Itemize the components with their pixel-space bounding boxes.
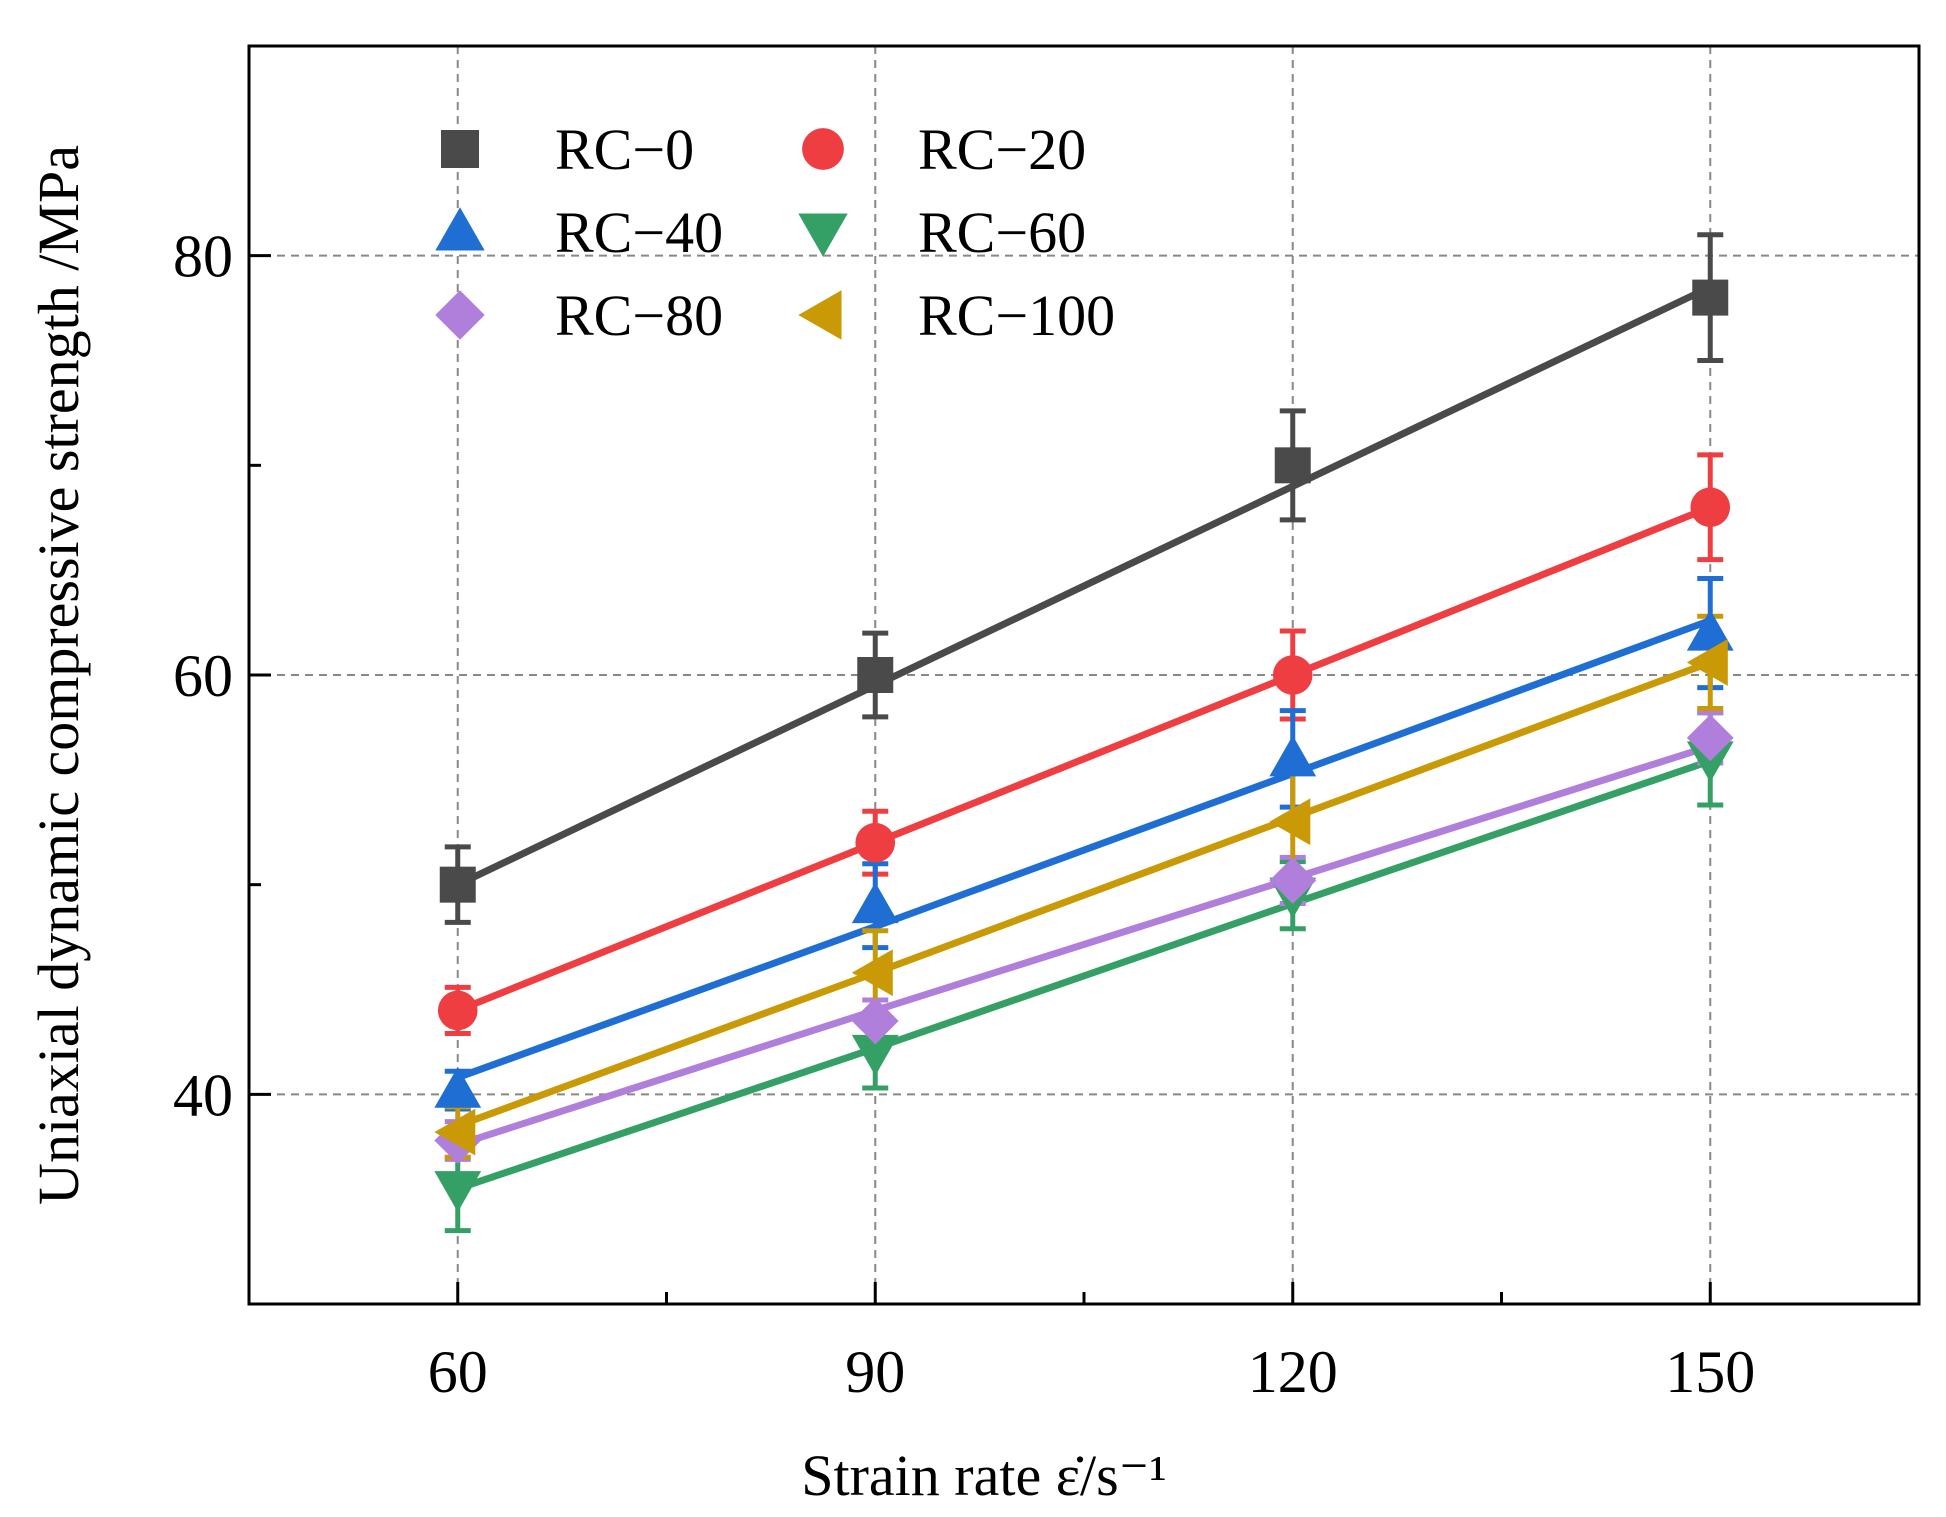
legend-label-rc-80: RC−80 [555, 283, 723, 348]
axis-ticks: 60 90 120 150 40 60 80 [173, 224, 1755, 1405]
data-point-rc-40 [851, 882, 899, 924]
data-point-rc-80 [1269, 857, 1317, 904]
y-axis-title: Uniaxial dynamic compressive strength /M… [26, 145, 91, 1205]
legend-marker-rc-0 [441, 130, 479, 168]
legend-label-rc-60: RC−60 [918, 200, 1086, 265]
legend-marker-rc-80 [435, 290, 485, 340]
legend: RC−0 RC−20 RC−40 RC−60 RC−80 RC−100 [435, 117, 1115, 348]
data-point-rc-80 [851, 997, 899, 1045]
data-point-rc-0 [439, 866, 476, 903]
data-point-rc-40 [1269, 735, 1317, 777]
data-point-rc-40 [434, 1066, 482, 1108]
data-point-rc-60 [851, 1034, 899, 1076]
fit-line-rc-60 [456, 757, 1712, 1193]
x-tick-label: 90 [845, 1339, 905, 1405]
fit-line-rc-100 [456, 659, 1712, 1130]
y-tick-label: 60 [173, 643, 233, 709]
data-point-rc-20 [437, 990, 478, 1031]
x-axis-title: Strain rate ε̇/s⁻¹ [801, 1443, 1167, 1508]
x-tick-label: 120 [1248, 1339, 1338, 1405]
legend-marker-rc-60 [798, 213, 848, 257]
error-bars [444, 232, 1724, 1234]
data-point-rc-60 [1686, 741, 1734, 783]
y-tick-label: 80 [173, 224, 233, 290]
data-point-rc-0 [1692, 279, 1729, 316]
x-tick-label: 150 [1665, 1339, 1755, 1405]
fit-lines [456, 283, 1712, 1193]
data-point-rc-20 [1272, 655, 1313, 695]
fit-line-rc-80 [456, 742, 1712, 1148]
data-point-rc-80 [1686, 714, 1734, 762]
data-point-rc-100 [851, 949, 893, 997]
legend-label-rc-20: RC−20 [918, 117, 1086, 182]
legend-label-rc-40: RC−40 [555, 200, 723, 265]
data-point-rc-100 [434, 1108, 476, 1156]
x-tick-label: 60 [428, 1339, 488, 1405]
data-point-rc-40 [1686, 609, 1734, 651]
data-point-rc-0 [857, 657, 894, 693]
legend-label-rc-100: RC−100 [918, 283, 1115, 348]
fit-line-rc-20 [456, 504, 1712, 1014]
data-point-rc-20 [1690, 487, 1731, 528]
y-tick-label: 40 [173, 1062, 233, 1128]
legend-label-rc-0: RC−0 [555, 117, 694, 182]
legend-marker-rc-100 [798, 290, 842, 340]
legend-marker-rc-20 [802, 128, 844, 170]
data-point-rc-60 [434, 1171, 482, 1213]
data-point-rc-20 [855, 822, 896, 863]
data-markers [434, 279, 1734, 1213]
legend-marker-rc-40 [435, 207, 485, 251]
data-point-rc-100 [1269, 798, 1311, 846]
fit-line-rc-0 [456, 283, 1712, 888]
fit-line-rc-40 [456, 617, 1712, 1081]
grid-layer [249, 46, 1919, 1304]
data-point-rc-100 [1686, 639, 1728, 686]
data-point-rc-0 [1274, 447, 1311, 484]
